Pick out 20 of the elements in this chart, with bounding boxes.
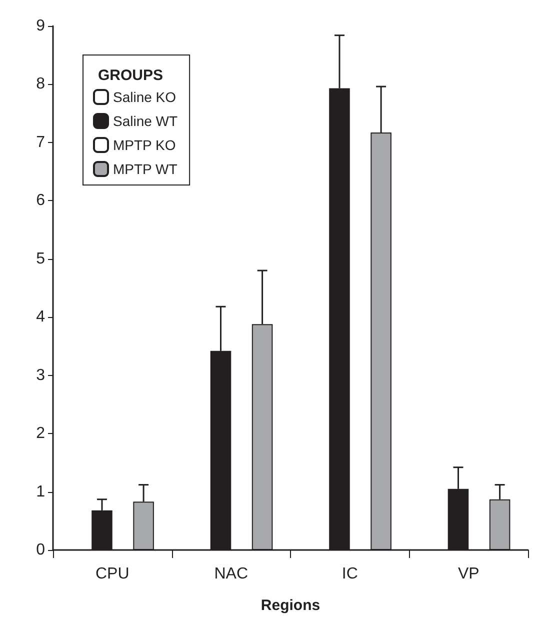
x-axis-title: Regions xyxy=(260,597,320,614)
y-tick-label: 5 xyxy=(36,250,46,268)
y-tick-label: 6 xyxy=(36,192,46,210)
y-tick-label: 2 xyxy=(36,425,46,442)
y-tick-label: 8 xyxy=(36,76,46,93)
x-tick-label: IC xyxy=(342,566,358,582)
y-tick-label: 7 xyxy=(36,134,46,151)
x-tick-label: VP xyxy=(458,566,480,582)
y-tick-label: 4 xyxy=(36,308,46,326)
x-tick-label: CPU xyxy=(95,566,130,582)
legend-label: MPTP KO xyxy=(113,137,176,153)
y-tick-label: 1 xyxy=(36,483,46,500)
legend-label: Saline WT xyxy=(113,113,178,129)
legend-title: GROUPS xyxy=(98,67,164,84)
legend-label: Saline KO xyxy=(113,89,176,105)
y-tick-label: 0 xyxy=(36,542,46,558)
legend-label: MPTP WT xyxy=(113,161,178,177)
y-tick-label: 3 xyxy=(36,366,46,384)
x-tick-label: NAC xyxy=(214,566,248,582)
y-tick-label: 9 xyxy=(36,18,46,34)
